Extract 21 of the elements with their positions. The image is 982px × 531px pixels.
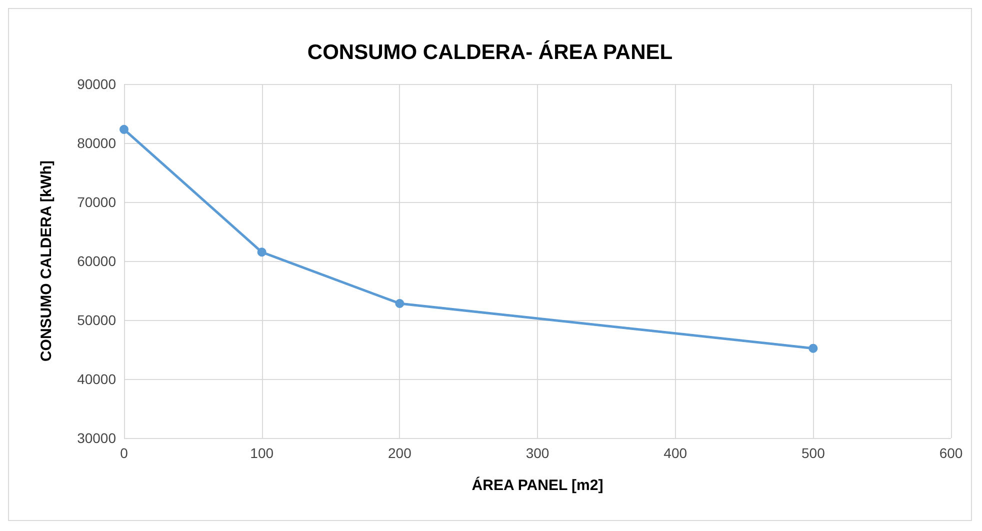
y-tick-label: 90000 [77,76,116,92]
y-tick-label: 50000 [77,312,116,328]
x-tick-label: 200 [388,445,412,461]
y-axis-title: CONSUMO CALDERA [kWh] [38,160,55,362]
x-tick-label: 400 [664,445,688,461]
y-tick-label: 40000 [77,371,116,387]
x-tick-label: 300 [526,445,550,461]
x-tick-label: 500 [801,445,826,461]
y-tick-label: 30000 [77,430,116,446]
x-tick-label: 100 [250,445,274,461]
point [120,124,128,134]
x-tick-label: 0 [120,445,128,461]
x-axis-title: ÁREA PANEL [m2] [472,476,604,494]
point [808,344,818,353]
y-tick-label: 80000 [77,135,116,151]
point [257,248,266,257]
chart-title: CONSUMO CALDERA- ÁREA PANEL [307,40,673,64]
y-tick-label: 60000 [77,253,116,269]
x-tick-label: 600 [939,445,963,461]
point [395,298,404,308]
y-tick-label: 70000 [77,194,116,210]
